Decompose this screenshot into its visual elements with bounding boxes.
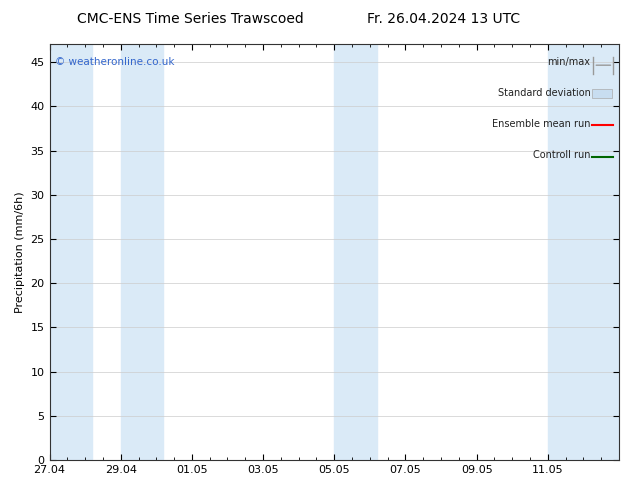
Text: Ensemble mean run: Ensemble mean run — [492, 119, 590, 129]
Text: Controll run: Controll run — [533, 150, 590, 160]
Y-axis label: Precipitation (mm/6h): Precipitation (mm/6h) — [15, 192, 25, 313]
FancyBboxPatch shape — [592, 89, 612, 98]
Text: Standard deviation: Standard deviation — [498, 88, 590, 98]
Text: Fr. 26.04.2024 13 UTC: Fr. 26.04.2024 13 UTC — [367, 12, 521, 26]
Text: © weatheronline.co.uk: © weatheronline.co.uk — [55, 57, 175, 67]
Bar — [49, 45, 93, 460]
Bar — [548, 45, 619, 460]
Text: min/max: min/max — [548, 57, 590, 67]
Text: CMC-ENS Time Series Trawscoed: CMC-ENS Time Series Trawscoed — [77, 12, 304, 26]
Bar — [120, 45, 164, 460]
Bar — [334, 45, 377, 460]
